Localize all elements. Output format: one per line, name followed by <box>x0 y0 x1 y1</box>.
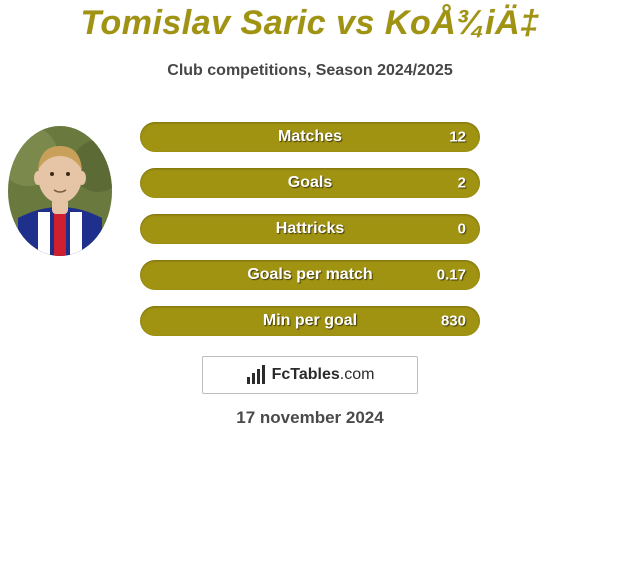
bar-label: Matches <box>278 128 342 146</box>
bar-value: 12 <box>449 129 466 146</box>
bar-value: 2 <box>458 175 466 192</box>
player-avatar-left <box>8 126 112 256</box>
date-text: 17 november 2024 <box>0 408 620 428</box>
avatar-shirt-stripe <box>54 208 66 256</box>
page-title: Tomislav Saric vs KoÅ¾iÄ‡ <box>0 4 620 43</box>
bar-matches: Matches 12 <box>140 122 480 152</box>
player-name-pill-right-1 <box>490 126 590 148</box>
canvas: Tomislav Saric vs KoÅ¾iÄ‡ Club competiti… <box>0 0 620 580</box>
subtitle: Club competitions, Season 2024/2025 <box>0 62 620 80</box>
avatar-shirt-stripe <box>70 212 82 256</box>
bar-label: Min per goal <box>263 312 357 330</box>
bar-label: Hattricks <box>276 220 344 238</box>
avatar-svg <box>8 126 112 256</box>
stat-bars: Matches 12 Goals 2 Hattricks 0 Goals per… <box>140 122 480 336</box>
bar-label: Goals per match <box>247 266 372 284</box>
player-name-pill-right-2 <box>500 178 600 200</box>
bar-value: 0 <box>458 221 466 238</box>
bar-hattricks: Hattricks 0 <box>140 214 480 244</box>
logo-text-bold: FcTables <box>272 366 340 383</box>
player-name-pill-left <box>20 290 120 312</box>
logo-text-light: .com <box>340 366 375 383</box>
avatar-shirt-stripe <box>38 212 50 256</box>
avatar-ear <box>34 171 42 185</box>
logo-box: FcTables.com <box>202 356 418 394</box>
avatar-eye <box>50 172 54 176</box>
bar-goals-per-match: Goals per match 0.17 <box>140 260 480 290</box>
avatar-eye <box>66 172 70 176</box>
avatar-ear <box>78 171 86 185</box>
bar-value: 0.17 <box>437 267 466 284</box>
bar-min-per-goal: Min per goal 830 <box>140 306 480 336</box>
logo-text: FcTables.com <box>272 366 375 384</box>
bar-goals: Goals 2 <box>140 168 480 198</box>
bar-value: 830 <box>441 313 466 330</box>
bars-icon <box>246 365 266 385</box>
bar-label: Goals <box>288 174 332 192</box>
